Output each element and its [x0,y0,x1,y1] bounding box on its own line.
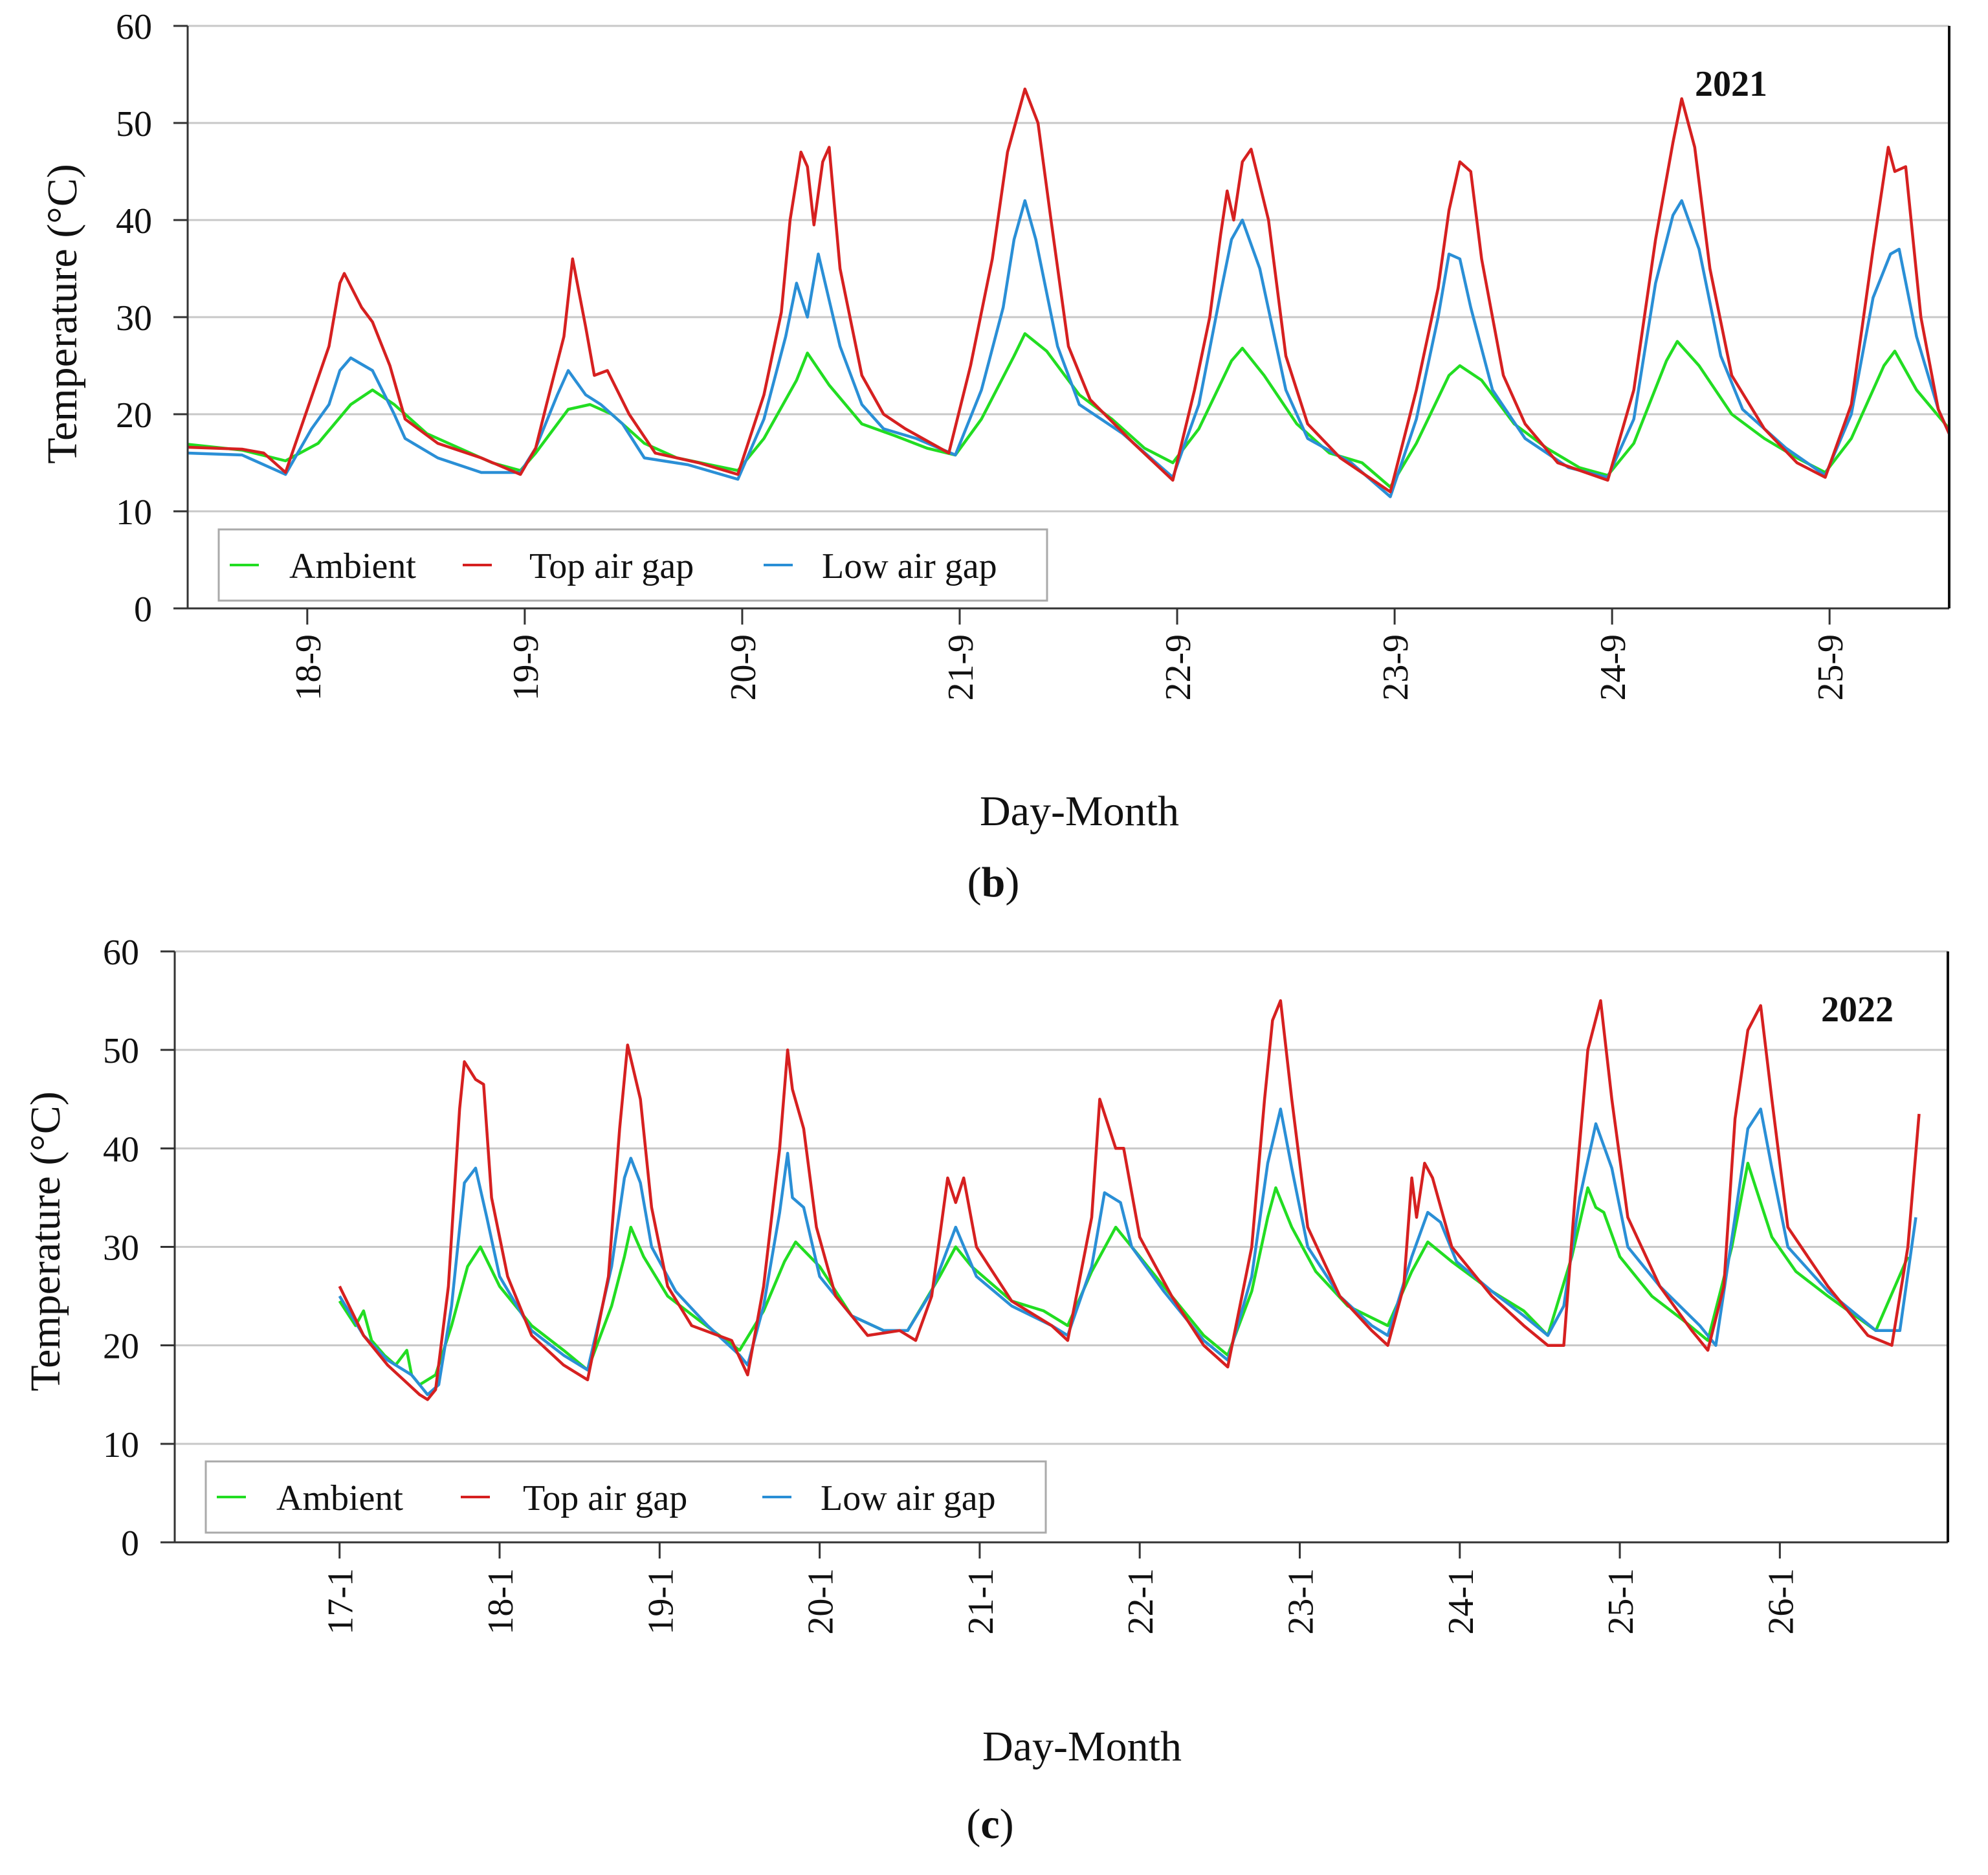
panel-caption-letter: c [980,1801,999,1848]
x-tick-label: 21-1 [961,1568,1001,1635]
x-tick-labels: 18-9 19-9 20-9 21-9 22-9 23-9 24-9 25-9 [289,634,1851,701]
legend-ambient-label: Ambient [289,546,416,586]
panel-caption: (b) [967,859,1020,906]
legend: Ambient Top air gap Low air gap [217,528,1048,602]
series-line-low-air-gap [338,1107,1917,1397]
x-tick-label: 19-1 [641,1568,681,1635]
x-tick-label: 20-1 [801,1568,841,1635]
legend-top-air-gap-label: Top air gap [529,546,694,586]
chart-panel-c: 0 10 20 30 40 50 60 17-1 18-1 19-1 20-1 21-1 22-1 23… [22,933,1949,1848]
x-tick-label: 24-1 [1441,1568,1481,1635]
y-tick-label: 60 [116,7,152,47]
legend-top-air-gap-label: Top air gap [523,1478,687,1518]
x-tick-label: 17-1 [321,1568,361,1635]
series-line-ambient [338,1161,1910,1386]
panel-caption-letter: b [982,859,1006,906]
series-layer [187,87,1951,498]
y-tick-label: 50 [116,104,152,144]
y-tick-label: 0 [134,590,152,630]
x-tick-label: 26-1 [1761,1568,1801,1635]
x-tick-label: 22-1 [1121,1568,1161,1635]
year-label: 2022 [1821,990,1894,1030]
x-tick-label: 22-9 [1158,634,1198,701]
x-tick-label: 18-9 [289,634,329,701]
x-tick-label: 24-9 [1593,634,1633,701]
x-axis-title: Day-Month [980,788,1179,835]
legend-box [217,528,1048,602]
chart-panel-b: 0 10 20 30 40 50 60 18-9 19-9 20-9 21-9 22-9 23-9 24… [39,7,1951,906]
x-tick-label: 20-9 [723,634,764,701]
legend-low-air-gap-label: Low air gap [821,1478,996,1518]
year-label: 2021 [1695,64,1767,104]
y-tick-label: 20 [103,1327,139,1367]
legend-box [204,1460,1047,1534]
x-tick-label: 23-9 [1376,634,1416,701]
y-tick-labels: 0 10 20 30 40 50 60 [103,933,139,1564]
y-tick-label: 40 [103,1129,139,1170]
legend-low-air-gap-label: Low air gap [822,546,997,586]
x-tick-label: 23-1 [1281,1568,1321,1635]
y-tick-label: 30 [103,1228,139,1269]
x-tick-label: 19-9 [506,634,546,701]
x-axis-title: Day-Month [982,1723,1182,1770]
y-tick-labels: 0 10 20 30 40 50 60 [116,7,152,630]
panel-caption: (c) [966,1801,1013,1848]
series-layer [338,999,1921,1401]
axes [173,25,1950,625]
x-tick-label: 21-9 [941,634,981,701]
gridlines [175,950,1948,1445]
y-axis-title: Temperature (°C) [22,1091,69,1391]
legend: Ambient Top air gap Low air gap [204,1460,1047,1534]
legend-ambient-label: Ambient [276,1478,403,1518]
x-tick-label: 18-1 [481,1568,521,1635]
x-tick-labels: 17-1 18-1 19-1 20-1 21-1 22-1 23-1 24-1 25-1 26-1 [321,1568,1802,1635]
y-tick-label: 10 [116,493,152,533]
y-tick-label: 30 [116,298,152,338]
series-line-top-air-gap [187,87,1951,494]
series-line-top-air-gap [338,999,1921,1401]
y-tick-label: 60 [103,933,139,973]
y-tick-label: 20 [116,395,152,436]
y-tick-label: 10 [103,1425,139,1465]
x-tick-label: 25-1 [1601,1568,1641,1635]
y-tick-label: 50 [103,1031,139,1071]
y-tick-label: 40 [116,201,152,241]
y-axis-title: Temperature (°C) [39,164,86,463]
y-tick-label: 0 [121,1524,139,1564]
axes [160,950,1949,1559]
x-tick-label: 25-9 [1811,634,1851,701]
gridlines [188,25,1949,513]
